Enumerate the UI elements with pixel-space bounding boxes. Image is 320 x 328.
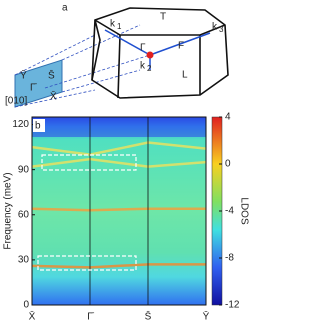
highlight-box — [41, 154, 137, 171]
colorbar-tick-label: -12 — [225, 300, 240, 311]
highlight-box — [37, 255, 137, 271]
x-tick-label: X̄ — [29, 310, 36, 323]
band-curve — [31, 141, 207, 156]
projection-lines — [14, 24, 151, 108]
label: Γ — [140, 43, 146, 54]
label: 1 — [117, 22, 122, 31]
gamma-point — [146, 51, 154, 59]
label: T — [160, 12, 166, 23]
label: k — [140, 61, 146, 72]
label: F — [178, 41, 184, 52]
panel-label: a — [62, 3, 68, 14]
figure: a k 1 k 2 k 3 Γ T F L Ȳ S̄ Γ̄ X̄ [010] b… — [3, 3, 250, 323]
panel-a — [14, 7, 229, 108]
label: S̄ — [48, 69, 55, 82]
panel-label: b — [35, 121, 41, 132]
plot-frame — [31, 116, 207, 306]
band-curve — [31, 207, 206, 212]
label: k — [110, 19, 116, 30]
band-curve — [31, 263, 206, 269]
heatmap-region — [32, 117, 206, 137]
x-tick-label: Ȳ — [203, 311, 210, 323]
k1-arrow — [104, 29, 151, 56]
label: 2 — [147, 64, 152, 73]
brillouin-zone — [91, 7, 229, 99]
x-tick-label: S̄ — [145, 310, 152, 323]
y-axis-label: Frequency (meV) — [3, 172, 14, 249]
colorbar-tick-label: -4 — [225, 206, 234, 217]
label: [010] — [5, 96, 27, 107]
y-tick-label: 90 — [18, 164, 30, 175]
y-tick-label: 0 — [23, 300, 29, 311]
colorbar-label: LDOS — [238, 197, 249, 225]
label: X̄ — [50, 90, 57, 103]
panel-label-bg — [33, 119, 45, 132]
label: L — [182, 70, 188, 81]
label: Γ̄ — [30, 83, 38, 94]
y-tick-label: 120 — [12, 119, 29, 130]
band-curve — [31, 157, 207, 168]
label: k — [212, 22, 218, 33]
k3-arrow — [149, 32, 211, 56]
colorbar-tick-label: 0 — [225, 159, 231, 170]
y-tick-label: 30 — [18, 255, 30, 266]
label: 3 — [219, 25, 224, 34]
colorbar-tick-label: 4 — [225, 112, 231, 123]
y-tick-label: 60 — [18, 209, 30, 220]
x-tick-label: Γ̄ — [87, 312, 95, 323]
colorbar-tick-label: -8 — [225, 253, 234, 264]
label: Ȳ — [20, 70, 27, 82]
